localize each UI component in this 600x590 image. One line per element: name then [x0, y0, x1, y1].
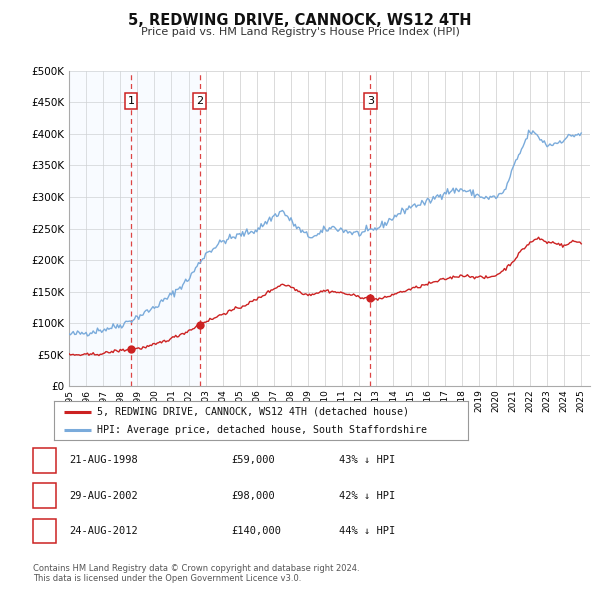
- Text: 21-AUG-1998: 21-AUG-1998: [69, 455, 138, 465]
- Text: 24-AUG-2012: 24-AUG-2012: [69, 526, 138, 536]
- Text: £98,000: £98,000: [231, 491, 275, 500]
- Text: 1: 1: [127, 96, 134, 106]
- Text: HPI: Average price, detached house, South Staffordshire: HPI: Average price, detached house, Sout…: [97, 425, 427, 435]
- Text: 3: 3: [41, 526, 47, 536]
- Text: 5, REDWING DRIVE, CANNOCK, WS12 4TH: 5, REDWING DRIVE, CANNOCK, WS12 4TH: [128, 13, 472, 28]
- Text: This data is licensed under the Open Government Licence v3.0.: This data is licensed under the Open Gov…: [33, 574, 301, 583]
- Text: 1: 1: [41, 455, 47, 465]
- Text: £140,000: £140,000: [231, 526, 281, 536]
- Text: Contains HM Land Registry data © Crown copyright and database right 2024.: Contains HM Land Registry data © Crown c…: [33, 565, 359, 573]
- Text: 2: 2: [41, 491, 47, 500]
- Text: 43% ↓ HPI: 43% ↓ HPI: [339, 455, 395, 465]
- Bar: [69, 71, 200, 386]
- Text: 3: 3: [367, 96, 374, 106]
- Text: £59,000: £59,000: [231, 455, 275, 465]
- Text: 5, REDWING DRIVE, CANNOCK, WS12 4TH (detached house): 5, REDWING DRIVE, CANNOCK, WS12 4TH (det…: [97, 407, 409, 417]
- Text: 29-AUG-2002: 29-AUG-2002: [69, 491, 138, 500]
- Text: 42% ↓ HPI: 42% ↓ HPI: [339, 491, 395, 500]
- Text: Price paid vs. HM Land Registry's House Price Index (HPI): Price paid vs. HM Land Registry's House …: [140, 27, 460, 37]
- Text: 44% ↓ HPI: 44% ↓ HPI: [339, 526, 395, 536]
- Text: 2: 2: [196, 96, 203, 106]
